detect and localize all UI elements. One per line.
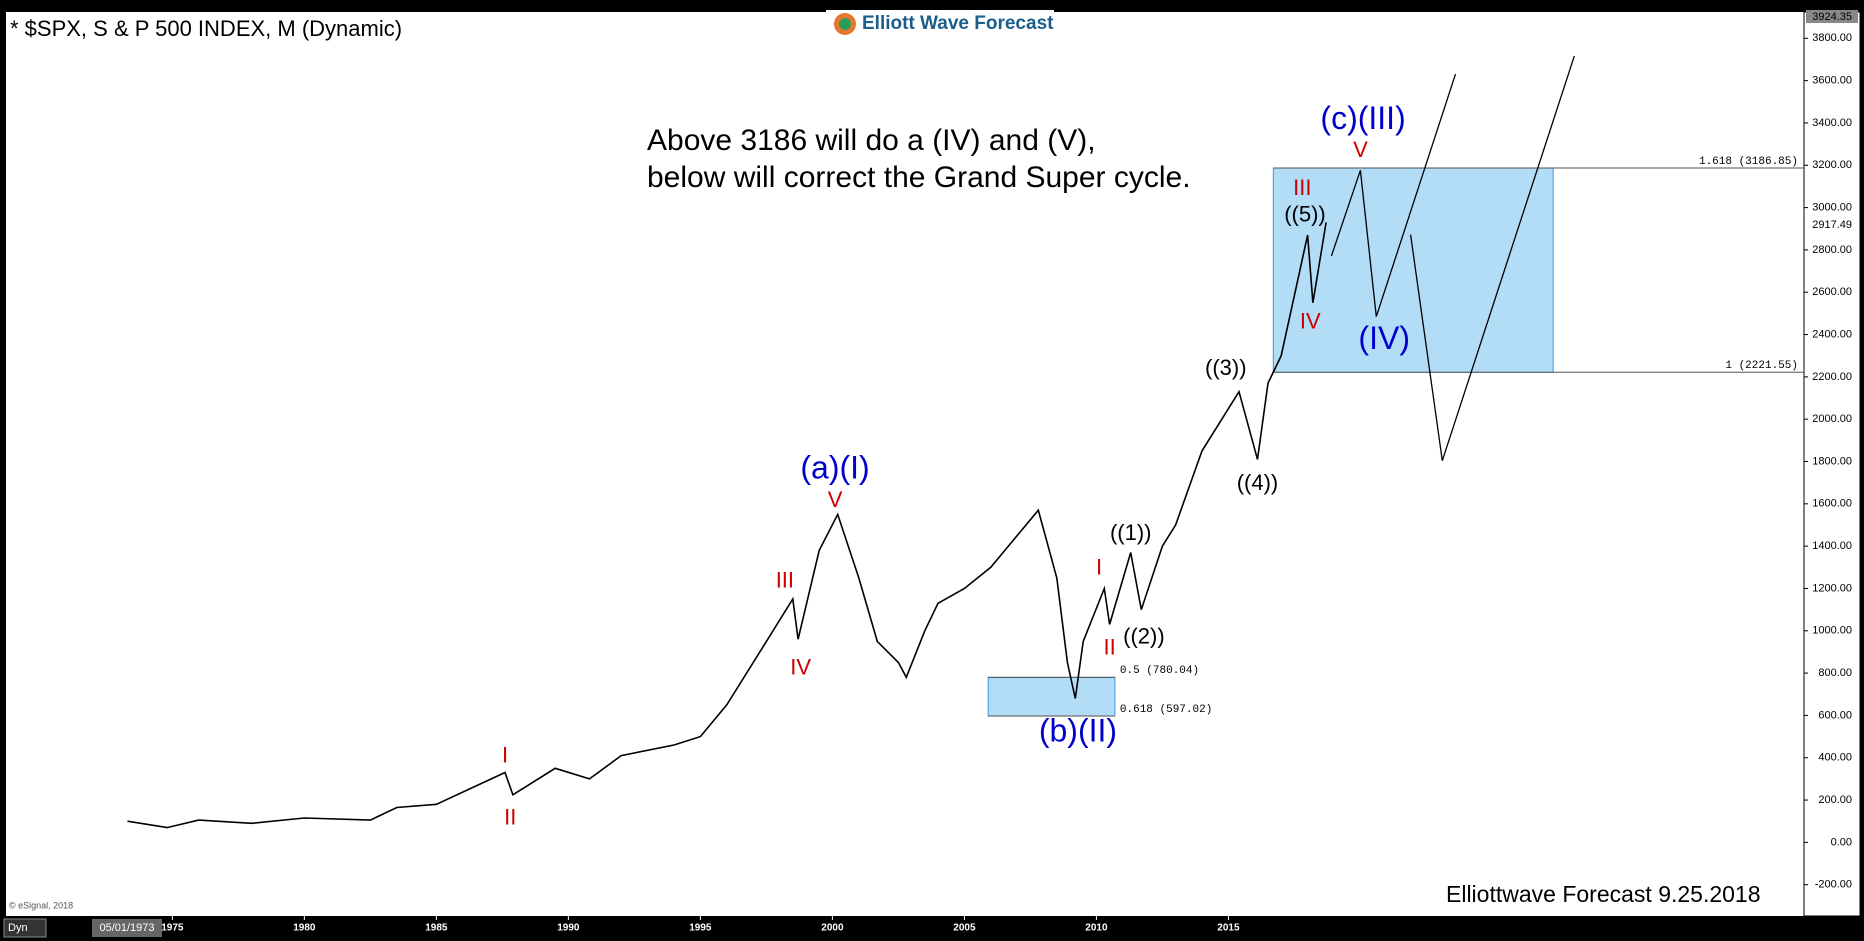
- y-tick-label: 2800.00: [1812, 244, 1852, 256]
- price-line: [127, 222, 1327, 829]
- wave-label: I: [1096, 555, 1102, 580]
- wave-label: V: [828, 487, 843, 512]
- logo-icon: [839, 18, 851, 30]
- x-tick-label: 1990: [557, 923, 580, 934]
- fib-label: 1 (2221.55): [1725, 360, 1798, 372]
- mode-button[interactable]: [3, 918, 47, 938]
- y-tick-label: 1800.00: [1812, 455, 1852, 467]
- y-tick-label: 800.00: [1818, 667, 1852, 679]
- wave-label: ((2)): [1123, 624, 1165, 649]
- x-tick-label: 1975: [161, 923, 184, 934]
- x-tick-label: 2010: [1085, 923, 1108, 934]
- y-tick-label: 2000.00: [1812, 413, 1852, 425]
- fib-label: 0.618 (597.02): [1120, 704, 1212, 716]
- fib-zone: [1272, 167, 1554, 373]
- y-tick-label: 3400.00: [1812, 117, 1852, 129]
- x-tick-label: 1980: [293, 923, 316, 934]
- y-tick-label: 1000.00: [1812, 625, 1852, 637]
- fib-label: 1.618 (3186.85): [1699, 156, 1798, 168]
- copyright: © eSignal, 2018: [9, 900, 73, 910]
- logo-text: Elliott Wave Forecast: [862, 13, 1054, 34]
- y-tick-label: 200.00: [1818, 794, 1852, 806]
- y-tick-label: 2400.00: [1812, 328, 1852, 340]
- y-tick-label: -200.00: [1815, 879, 1852, 891]
- projection-line: [1409, 55, 1575, 461]
- note-text: below will correct the Grand Super cycle…: [647, 161, 1191, 194]
- y-tick-label: 3200.00: [1812, 159, 1852, 171]
- y-tick-label: 2200.00: [1812, 371, 1852, 383]
- y-tick-label: 400.00: [1818, 752, 1852, 764]
- cursor-date-box: [92, 919, 162, 937]
- y-tick-label: 0.00: [1831, 836, 1852, 848]
- wave-label: (b)(II): [1039, 712, 1117, 748]
- logo-bg: [826, 10, 1054, 38]
- footer: Elliottwave Forecast 9.25.2018: [1446, 881, 1761, 907]
- mode-button-label[interactable]: Dyn: [8, 922, 28, 934]
- y-axis-panel: [1804, 12, 1860, 916]
- logo: Elliott Wave Forecast: [826, 10, 1054, 38]
- wave-label: III: [1293, 175, 1311, 200]
- x-tick-label: 2015: [1217, 923, 1240, 934]
- note-text: Above 3186 will do a (IV) and (V),: [647, 124, 1096, 157]
- y-tick-label: 3000.00: [1812, 201, 1852, 213]
- y-tick-label: 1400.00: [1812, 540, 1852, 552]
- wave-label: IV: [790, 654, 811, 679]
- wave-label: (a)(I): [800, 450, 869, 486]
- projection-line: [1330, 73, 1457, 317]
- price-highlight: [1806, 10, 1858, 23]
- cursor-date: 05/01/1973: [99, 922, 154, 934]
- y-tick-label: 3600.00: [1812, 75, 1852, 87]
- wave-label: II: [504, 804, 516, 829]
- wave-label: (c)(III): [1320, 100, 1405, 136]
- wave-label: ((1)): [1110, 520, 1152, 545]
- x-tick-label: 1995: [689, 923, 712, 934]
- y-tick-label: 2600.00: [1812, 286, 1852, 298]
- fib-label: 0.5 (780.04): [1120, 665, 1199, 677]
- wave-label: ((5)): [1284, 201, 1326, 226]
- y-tick-label: 1600.00: [1812, 498, 1852, 510]
- wave-label: II: [1104, 634, 1116, 659]
- wave-label: IV: [1300, 309, 1321, 334]
- wave-label: ((3)): [1205, 355, 1247, 380]
- chart-title: * $SPX, S & P 500 INDEX, M (Dynamic): [10, 16, 402, 41]
- x-tick-label: 2000: [821, 923, 844, 934]
- x-tick-label: 2005: [953, 923, 976, 934]
- y-tick-label: 600.00: [1818, 709, 1852, 721]
- last-price-label: 2917.49: [1812, 219, 1852, 231]
- wave-label: ((4)): [1237, 470, 1279, 495]
- wave-label: III: [776, 568, 794, 593]
- wave-label: V: [1353, 137, 1368, 162]
- y-tick-label: 1200.00: [1812, 582, 1852, 594]
- plot-area: [6, 12, 1804, 916]
- wave-label: (IV): [1358, 320, 1410, 356]
- wave-label: I: [502, 742, 508, 767]
- y-max-label: 3924.35: [1812, 11, 1852, 23]
- y-tick-label: 3800.00: [1812, 32, 1852, 44]
- fib-zone: [987, 676, 1116, 717]
- x-tick-label: 1985: [425, 923, 448, 934]
